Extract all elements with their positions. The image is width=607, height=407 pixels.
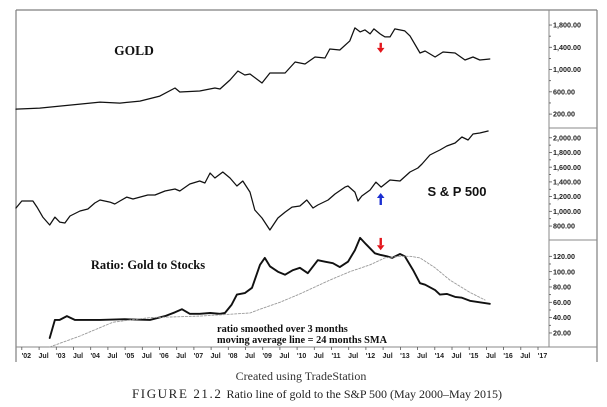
sp500-up-arrow <box>376 193 385 205</box>
x-tick-label: Jul <box>176 353 186 360</box>
figure-caption-text: Ratio line of gold to the S&P 500 (May 2… <box>227 387 503 401</box>
figure-credit: Created using TradeStation <box>236 369 367 383</box>
gold-y-tick-label: 1,400.00 <box>553 43 581 52</box>
x-tick-label: Jul <box>520 353 530 360</box>
x-tick-label: '11 <box>331 353 340 360</box>
gold-panel: 1,800.00 1,400.00 1,000.00 600.00 200.00 <box>15 21 581 119</box>
x-tick-label: Jul <box>73 353 83 360</box>
ratio-y-tick-label: 100.00 <box>553 267 575 276</box>
arrow-down-icon <box>376 245 385 251</box>
x-tick-label: '09 <box>262 353 272 360</box>
sp500-y-tick-label: 1,600.00 <box>553 163 581 172</box>
x-tick-label: '14 <box>435 353 445 360</box>
gold-panel-title: GOLD <box>114 43 154 58</box>
gold-y-tick-label: 600.00 <box>553 87 575 96</box>
x-tick-label: '02 <box>22 353 32 360</box>
sp500-y-tick-label: 2,000.00 <box>553 133 581 142</box>
ratio-series-main-line <box>48 236 491 339</box>
ratio-note-smoothing: ratio smoothed over 3 months <box>217 324 348 335</box>
x-tick-label: '03 <box>56 353 66 360</box>
x-tick-label: Jul <box>279 353 289 360</box>
ratio-y-tick-label: 80.00 <box>553 283 571 292</box>
gold-down-arrow <box>376 42 385 53</box>
x-tick-label: '17 <box>538 353 548 360</box>
x-tick-label: Jul <box>314 353 324 360</box>
x-tick-label: Jul <box>417 353 427 360</box>
x-tick-label: Jul <box>383 353 393 360</box>
ratio-panel-title: Ratio: Gold to Stocks <box>91 258 205 272</box>
sp500-y-tick-label: 1,400.00 <box>553 178 581 187</box>
ratio-panel: 120.00 100.00 80.00 60.00 40.00 20.00 <box>48 236 575 348</box>
gold-y-tick-label: 200.00 <box>553 110 575 119</box>
ratio-y-tick-label: 40.00 <box>553 313 571 322</box>
x-tick-label: '15 <box>469 353 479 360</box>
ratio-y-tick-label: 120.00 <box>553 252 575 261</box>
x-tick-label: Jul <box>211 353 221 360</box>
x-tick-label: Jul <box>39 353 49 360</box>
x-tick-label: '04 <box>90 353 100 360</box>
sp500-panel-title: S & P 500 <box>427 184 486 199</box>
ratio-note-moving-average: moving average line = 24 months SMA <box>217 335 388 346</box>
x-tick-label: Jul <box>348 353 358 360</box>
figure-label: FIGURE 21.2 <box>132 386 223 401</box>
x-tick-label: '16 <box>503 353 513 360</box>
x-tick-label: '10 <box>297 353 307 360</box>
arrow-down-icon <box>376 47 385 53</box>
sp500-series-main-line <box>15 130 489 231</box>
ratio-series-sma-line <box>49 255 486 348</box>
gold-y-tick-label: 1,800.00 <box>553 21 581 30</box>
ratio-down-arrow <box>376 237 385 251</box>
x-tick-label: '13 <box>400 353 410 360</box>
x-tick-label: Jul <box>245 353 255 360</box>
arrow-up-icon <box>376 193 385 198</box>
x-tick-label: Jul <box>107 353 117 360</box>
x-tick-label: Jul <box>486 353 496 360</box>
x-tick-label: '05 <box>125 353 135 360</box>
chart-frame <box>15 9 598 362</box>
x-tick-label: '08 <box>228 353 238 360</box>
gold-series-main-line <box>15 27 491 110</box>
x-tick-label: Jul <box>451 353 461 360</box>
ratio-y-tick-label: 20.00 <box>553 329 571 338</box>
sp500-y-tick-label: 1,200.00 <box>553 192 581 201</box>
x-tick-label: '12 <box>366 353 376 360</box>
gold-y-tick-label: 1,000.00 <box>553 65 581 74</box>
sp500-y-tick-label: 1,000.00 <box>553 207 581 216</box>
figure-caption: FIGURE 21.2 Ratio line of gold to the S&P… <box>132 386 502 401</box>
x-tick-label: Jul <box>142 353 152 360</box>
sp500-panel: 2,000.00 1,800.00 1,600.00 1,400.00 1,200.00… <box>15 130 581 231</box>
sp500-y-tick-label: 1,800.00 <box>553 148 581 157</box>
x-axis: '02 Jul '03 Jul '04 Jul '05 Jul '06 Jul '07 Jul '08 J… <box>21 347 548 360</box>
ratio-y-tick-label: 60.00 <box>553 298 571 307</box>
x-tick-label: '06 <box>159 353 169 360</box>
chart-panels: 1,800.00 1,400.00 1,000.00 600.00 200.00 2,00… <box>15 21 581 348</box>
sp500-y-tick-label: 800.00 <box>553 222 575 231</box>
x-tick-label: '07 <box>194 353 204 360</box>
